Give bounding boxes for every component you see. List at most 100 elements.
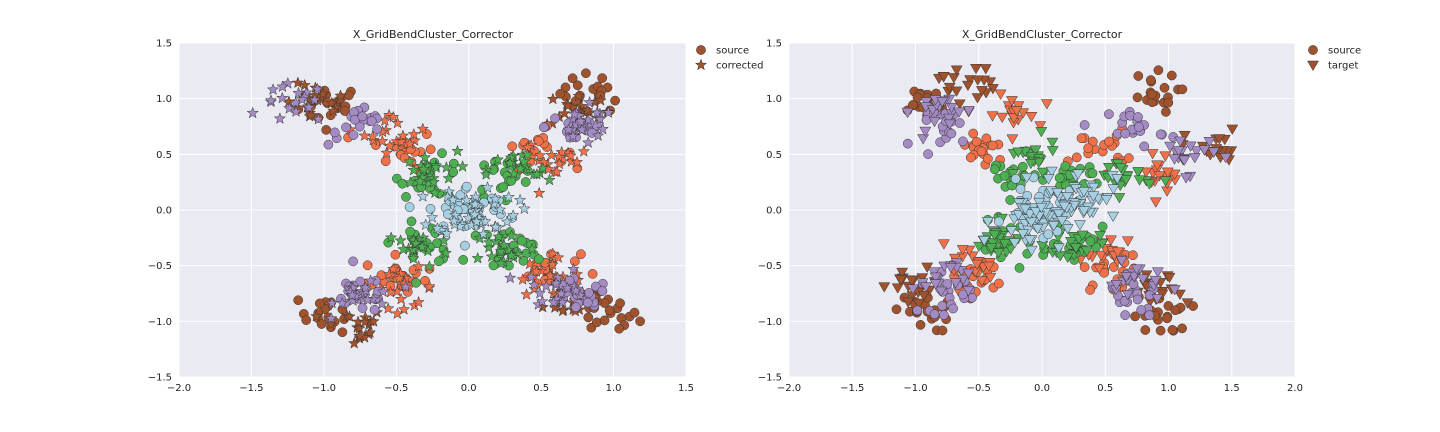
scatter-point bbox=[917, 134, 930, 145]
scatter-point bbox=[407, 252, 420, 264]
scatter-point bbox=[500, 215, 514, 228]
scatter-point bbox=[1017, 108, 1030, 119]
scatter-point bbox=[533, 254, 544, 264]
scatter-point bbox=[946, 128, 957, 139]
scatter-point bbox=[334, 89, 347, 102]
scatter-point bbox=[929, 279, 942, 290]
scatter-point bbox=[986, 238, 999, 249]
scatter-point bbox=[581, 103, 594, 116]
scatter-point bbox=[505, 229, 518, 242]
scatter-point bbox=[346, 288, 359, 301]
scatter-point bbox=[1051, 188, 1064, 199]
scatter-point bbox=[358, 315, 372, 328]
scatter-point bbox=[479, 167, 493, 180]
scatter-point bbox=[1151, 267, 1164, 278]
scatter-point bbox=[1052, 209, 1065, 220]
x-tick-label: −1.0 bbox=[312, 383, 336, 394]
scatter-point bbox=[556, 304, 569, 317]
scatter-point bbox=[324, 311, 338, 324]
x-tick-label: 0.0 bbox=[1034, 383, 1050, 394]
x-tick-label: 1.5 bbox=[678, 383, 694, 394]
scatter-point bbox=[316, 319, 327, 329]
scatter-point bbox=[919, 126, 932, 138]
scatter-point bbox=[574, 115, 587, 127]
scatter-point bbox=[412, 259, 425, 272]
scatter-point bbox=[1035, 202, 1048, 214]
scatter-point bbox=[1079, 262, 1090, 272]
scatter-point bbox=[246, 106, 259, 119]
scatter-point bbox=[569, 284, 583, 297]
scatter-point bbox=[1031, 224, 1044, 235]
scatter-point bbox=[1140, 167, 1153, 178]
scatter-point bbox=[276, 91, 289, 104]
scatter-point bbox=[440, 161, 453, 173]
scatter-point bbox=[1203, 137, 1216, 148]
scatter-point bbox=[1168, 154, 1181, 165]
scatter-point bbox=[1065, 237, 1077, 248]
scatter-point bbox=[1136, 305, 1147, 315]
scatter-point bbox=[325, 296, 339, 309]
scatter-point bbox=[981, 133, 992, 144]
scatter-point bbox=[1005, 195, 1016, 205]
scatter-point bbox=[971, 93, 984, 104]
scatter-point bbox=[291, 76, 305, 89]
x-tick-label: −1.5 bbox=[239, 383, 263, 394]
scatter-point bbox=[1023, 235, 1036, 246]
scatter-point bbox=[1061, 192, 1074, 203]
scatter-point bbox=[1074, 220, 1086, 231]
scatter-point bbox=[520, 177, 531, 187]
scatter-point bbox=[354, 329, 367, 342]
scatter-point bbox=[1110, 280, 1123, 291]
scatter-point bbox=[1139, 141, 1150, 152]
x-tick-label: −2.0 bbox=[167, 383, 191, 394]
scatter-point bbox=[390, 249, 401, 260]
scatter-point bbox=[1005, 226, 1018, 237]
scatter-point bbox=[1046, 137, 1059, 149]
scatter-point bbox=[1100, 195, 1113, 206]
scatter-point bbox=[344, 90, 354, 101]
scatter-point bbox=[456, 160, 469, 172]
scatter-point bbox=[591, 129, 605, 142]
scatter-point bbox=[923, 149, 933, 159]
y-tick-label: 0.5 bbox=[766, 150, 782, 161]
scatter-point bbox=[514, 162, 527, 175]
legend-marker bbox=[1307, 60, 1319, 71]
scatter-point bbox=[571, 302, 581, 313]
scatter-point bbox=[551, 271, 564, 284]
scatter-point bbox=[431, 221, 444, 234]
scatter-point bbox=[928, 267, 940, 278]
scatter-point bbox=[929, 309, 940, 320]
scatter-point bbox=[390, 284, 404, 297]
scatter-point bbox=[1010, 106, 1023, 117]
scatter-point bbox=[513, 193, 527, 206]
y-tick-label: −1.0 bbox=[758, 317, 782, 328]
scatter-point bbox=[1061, 224, 1074, 235]
scatter-point bbox=[965, 152, 976, 163]
chart-title: X_GridBendCluster_Corrector bbox=[353, 28, 514, 41]
scatter-point bbox=[504, 271, 517, 284]
scatter-point bbox=[468, 208, 481, 220]
chart-right: −2.0 −1.5 −1.0 −0.5 0.0 0.5 1.0 1.5 2.0−1.5−1.0−… bbox=[758, 28, 1362, 394]
scatter-point bbox=[372, 124, 382, 135]
scatter-point bbox=[1188, 153, 1201, 164]
scatter-point bbox=[1071, 152, 1082, 163]
x-tick-label: 2.0 bbox=[1287, 383, 1303, 394]
scatter-point bbox=[533, 136, 544, 146]
scatter-point bbox=[498, 182, 509, 192]
scatter-point bbox=[329, 127, 340, 138]
scatter-point bbox=[602, 106, 615, 118]
scatter-point bbox=[409, 236, 423, 249]
scatter-point bbox=[1111, 247, 1124, 258]
scatter-point bbox=[1120, 272, 1133, 283]
scatter-point bbox=[928, 116, 941, 128]
scatter-point bbox=[994, 278, 1004, 289]
scatter-point bbox=[1006, 96, 1018, 107]
scatter-point bbox=[975, 86, 988, 97]
scatter-point bbox=[1054, 173, 1065, 183]
scatter-point bbox=[1133, 112, 1143, 122]
scatter-point bbox=[901, 107, 914, 119]
scatter-point bbox=[1168, 285, 1181, 296]
scatter-point bbox=[1151, 294, 1164, 305]
scatter-point bbox=[1058, 201, 1071, 213]
